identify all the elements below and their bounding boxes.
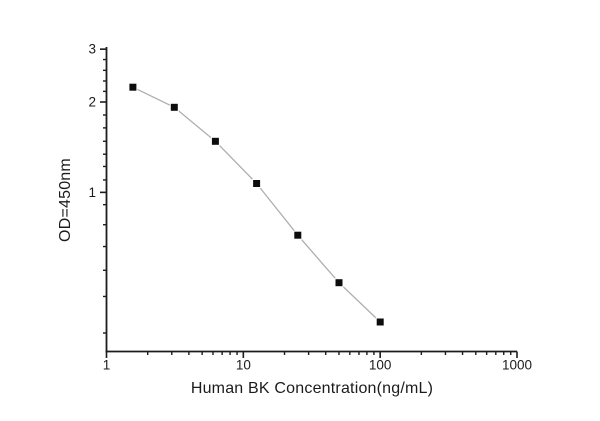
data-point-marker (128, 82, 138, 92)
y-tick-label: 3 (88, 42, 96, 57)
data-point-marker (334, 278, 344, 288)
x-tick-label: 10 (236, 358, 251, 373)
data-point-marker (252, 179, 262, 188)
x-tick-label: 1 (103, 358, 111, 373)
data-point-marker (169, 102, 179, 112)
y-tick-label: 2 (88, 95, 96, 110)
x-tick-label: 100 (369, 358, 392, 373)
x-tick-label: 1000 (502, 358, 532, 373)
data-point-marker (375, 317, 385, 327)
x-axis-title: Human BK Concentration(ng/mL) (190, 380, 434, 397)
data-point-marker (210, 136, 220, 146)
y-tick-label: 1 (88, 185, 96, 200)
data-point-marker (293, 230, 303, 240)
y-axis-title: OD=450nm (57, 158, 74, 242)
